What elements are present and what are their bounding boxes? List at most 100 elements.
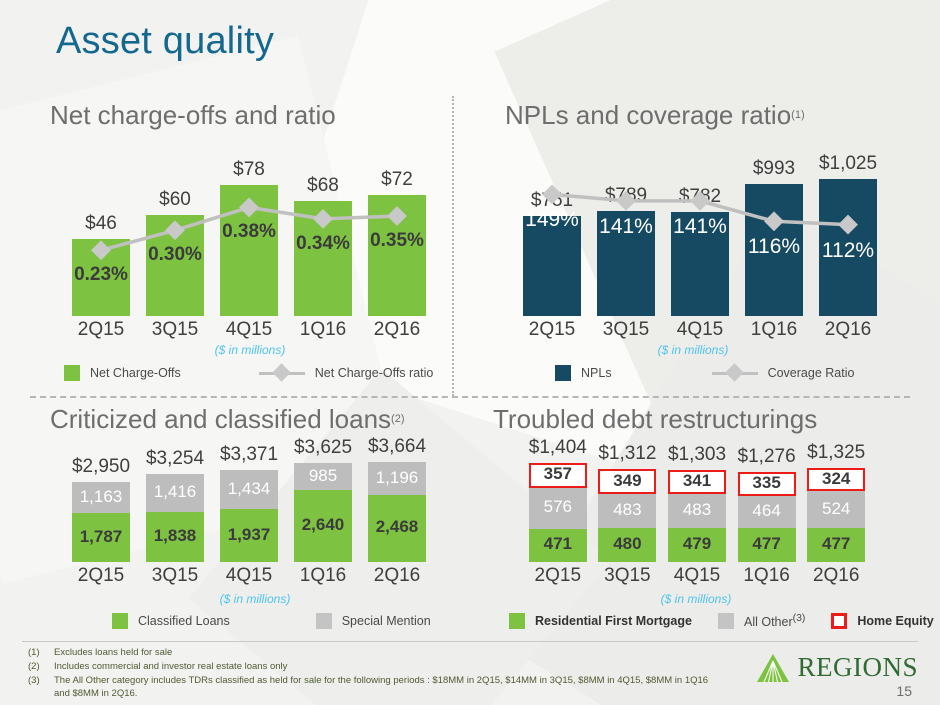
segment-value-label: 464: [752, 500, 781, 520]
x-axis-tick-2Q16: 2Q16: [812, 565, 860, 586]
bar-segment-troubled-debt-restructurings-2Q16: [807, 528, 866, 562]
regions-logo: REGIONS: [756, 652, 918, 683]
legend-swatch-icon: [315, 613, 332, 629]
segment-value-label: 985: [308, 465, 338, 485]
plot-npls: $751149%$789141%$782141%$993116%$1,02511…: [515, 153, 885, 316]
x-axis-tick-4Q15: 4Q15: [673, 565, 721, 586]
ratio-value-label: 141%: [673, 214, 727, 238]
legend-footnote-ref: (3): [792, 613, 806, 624]
bar-segment-troubled-debt-restructurings-2Q15: [528, 462, 587, 489]
bar-total-label: $2,950: [71, 455, 131, 477]
x-axis-tick-4Q15: 4Q15: [225, 565, 273, 586]
legend-label: Special Mention: [341, 614, 431, 628]
x-axis-tick-2Q16: 2Q16: [373, 319, 421, 340]
slide-title: Asset quality: [56, 20, 275, 62]
segment-value-label: 483: [682, 500, 712, 520]
segment-value-label: 1,838: [153, 526, 197, 546]
panel-troubled-debt-restructurings: Troubled debt restructurings 471 576 357 $1…: [493, 404, 934, 634]
x-axis-tick-1Q16: 1Q16: [743, 565, 790, 586]
trend-marker: [239, 197, 259, 218]
segment-value-label: 576: [543, 497, 572, 517]
legend-item-net-charge-offs-ratio: Net Charge-Offs ratio: [258, 365, 434, 381]
bar-total-label: $1,312: [598, 443, 657, 465]
bar-segment-troubled-debt-restructurings-3Q15: [598, 469, 657, 494]
trend-marker: [616, 190, 636, 211]
bar-segment-criticized-classified-1Q16: [294, 463, 352, 491]
ratio-value-label: 0.30%: [148, 244, 202, 266]
x-axis-tick-2Q15: 2Q15: [534, 565, 582, 586]
footnote-row: (2) Includes commercial and investor real…: [28, 660, 718, 674]
x-axis-tick-2Q16: 2Q16: [373, 565, 421, 586]
ratio-value-label: 0.35%: [370, 230, 424, 251]
legend-item-coverage-ratio: Coverage Ratio: [711, 365, 854, 381]
footnote-text: The All Other category includes TDRs cla…: [54, 674, 709, 700]
segment-value-label: 357: [543, 464, 572, 484]
legend-swatch-icon: [112, 613, 128, 629]
bar-segment-criticized-classified-2Q16: [368, 494, 426, 562]
plot-troubled-debt-restructurings: 471 576 357 $1,404 480 483 349 $1,312 479 483 341 $…: [523, 437, 871, 562]
trend-marker: [838, 214, 858, 235]
legend-label: Net Charge-Offs ratio: [314, 366, 434, 380]
footnote-number: (1): [28, 647, 40, 658]
bar-total-label: $1,404: [528, 436, 587, 458]
footnotes-block: (1) Excludes loans held for sale (2) Includ…: [28, 646, 718, 701]
legend-item-npls: NPLs: [555, 365, 612, 381]
ratio-value-label: 0.34%: [296, 232, 350, 254]
bar-segment-troubled-debt-restructurings-4Q15: [668, 494, 726, 529]
ratio-value-label: 149%: [525, 208, 579, 232]
x-axis-tick-2Q16: 2Q16: [824, 319, 872, 340]
vertical-divider: [452, 96, 454, 396]
segment-value-label: 471: [543, 534, 572, 554]
trend-line-net-charge-offs: [91, 197, 407, 261]
segment-value-label: 1,937: [227, 524, 271, 544]
bar-value-label: $60: [159, 188, 191, 210]
segment-value-label: 2,468: [375, 517, 419, 537]
x-axis-tick-3Q15: 3Q15: [602, 319, 650, 340]
units-note-criticized-classified: ($ in millions): [219, 592, 291, 606]
segment-value-label: 480: [613, 534, 642, 554]
panel-title-text: Troubled debt restructurings: [493, 404, 818, 434]
bar-segment-criticized-classified-3Q15: [146, 512, 204, 562]
segment-value-label: 1,434: [227, 478, 271, 498]
footnote-row: (3) The All Other category includes TDRs …: [28, 674, 718, 702]
trend-marker: [387, 206, 407, 226]
bar-total-label: $3,625: [293, 437, 353, 459]
bar-segment-criticized-classified-1Q16: [294, 490, 352, 562]
legend-swatch-icon: [509, 613, 525, 630]
segment-value-label: 1,416: [153, 481, 197, 501]
bar-value-label: $72: [381, 168, 413, 190]
bar-segment-troubled-debt-restructurings-2Q15: [528, 528, 587, 562]
bar-value-label: $1,025: [818, 153, 878, 175]
bar-segment-troubled-debt-restructurings-1Q16: [737, 495, 796, 529]
panel-title-text: NPLs and coverage ratio: [505, 100, 792, 130]
bar-value-label: $993: [752, 157, 796, 179]
ratio-value-label: 141%: [599, 214, 653, 238]
x-axis-tick-2Q15: 2Q15: [528, 319, 576, 340]
segment-value-label: 335: [752, 472, 781, 492]
bar-segment-criticized-classified-4Q15: [220, 470, 278, 510]
units-note-net-charge-offs: ($ in millions): [214, 343, 286, 357]
legend-item-all-other: All Other(3): [717, 613, 806, 630]
footnote-text: Includes commercial and investor real es…: [54, 660, 288, 672]
legend-label: Net Charge-Offs: [90, 366, 181, 380]
legend-label: Residential First Mortgage: [535, 614, 692, 629]
ratio-value-label: 116%: [747, 235, 801, 259]
x-axis-tick-2Q15: 2Q15: [77, 565, 125, 586]
segment-value-label: 483: [613, 500, 642, 519]
bar-segment-troubled-debt-restructurings-4Q15: [668, 469, 726, 495]
panel-title-net-charge-offs: Net charge-offs and ratio: [50, 100, 336, 131]
legend-net-charge-offs: Net Charge-Offs Net Charge-Offs ratio: [64, 365, 433, 381]
x-axis-tick-3Q15: 3Q15: [604, 565, 651, 586]
bar-total-label: $1,276: [737, 445, 796, 467]
plot-net-charge-offs: $46 0.23% $60 0.30% $78 0.38% $68 0.34% $72 0.35%: [64, 156, 434, 316]
units-note-tdr: ($ in millions): [660, 592, 732, 606]
bar-npls-coverage-1Q16: [745, 183, 803, 316]
bar-value-label: $46: [85, 212, 117, 234]
bar-segment-criticized-classified-4Q15: [220, 509, 278, 562]
legend-troubled-debt-restructurings: Residential First Mortgage All Other(3) …: [509, 613, 934, 629]
legend-line-marker-icon: [711, 365, 758, 381]
legend-swatch-icon: [717, 613, 734, 630]
bar-segment-troubled-debt-restructurings-3Q15: [598, 528, 657, 562]
bar-total-label: $3,664: [367, 436, 427, 458]
panel-criticized-classified: Criticized and classified loans(2) 1,787…: [50, 404, 460, 634]
